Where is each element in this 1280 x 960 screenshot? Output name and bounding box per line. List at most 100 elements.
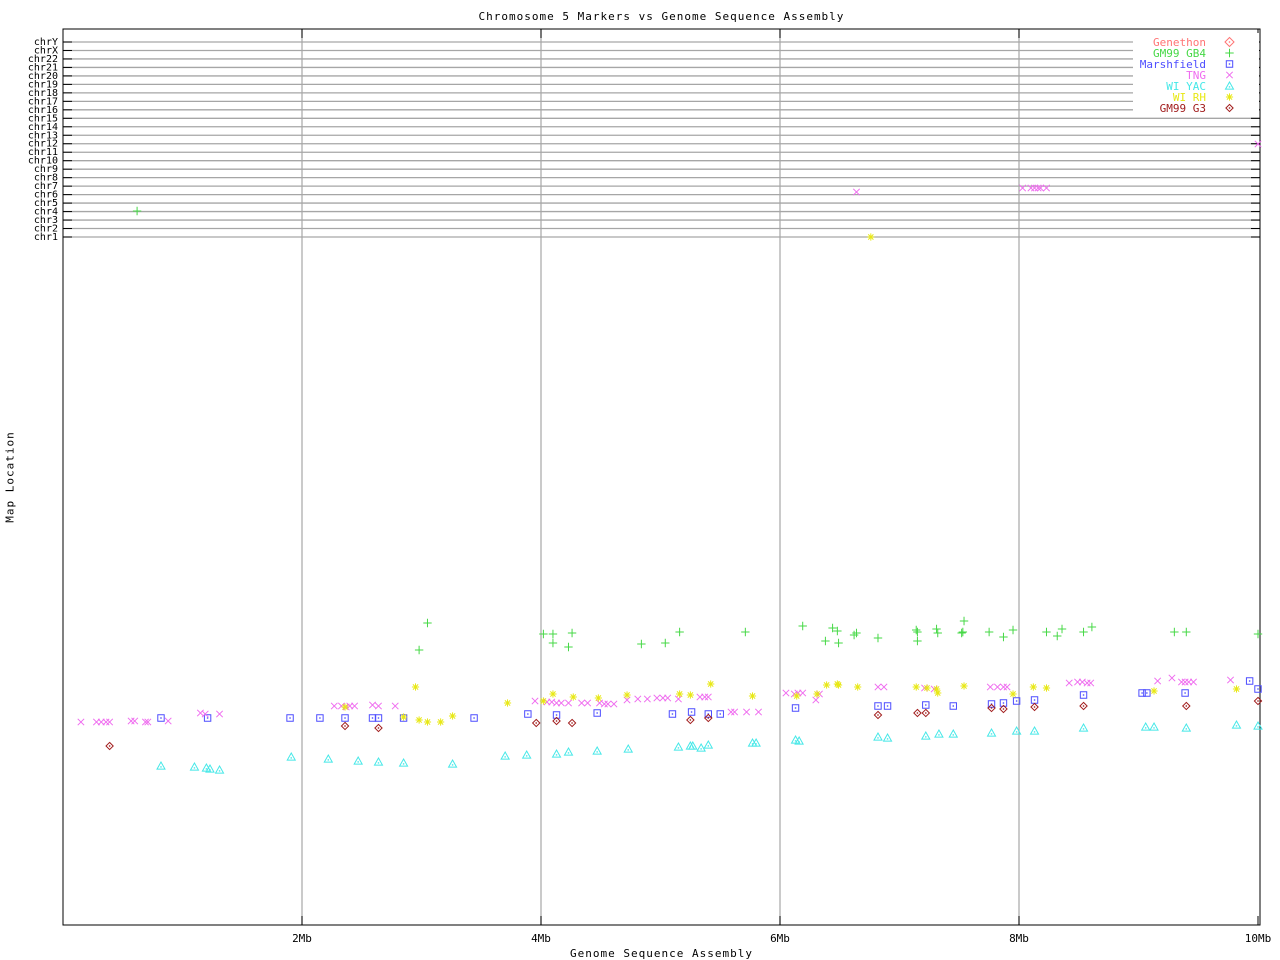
wi-yac-point [1011, 725, 1022, 735]
wi-yac-point [563, 746, 574, 756]
wi-rh-point [1029, 683, 1037, 691]
legend-label: GM99 G3 [1160, 102, 1206, 115]
gm99-gb4-point [414, 645, 424, 655]
wi-yac-point [696, 742, 706, 752]
tng-point [986, 683, 994, 691]
tng-point [77, 718, 85, 726]
wi-rh-point [686, 691, 694, 699]
wi-rh-point [399, 713, 408, 721]
wi-yac-point [703, 739, 714, 749]
marshfield-point [1079, 691, 1088, 699]
marshfield-point [791, 704, 800, 712]
wi-rh-point [823, 681, 831, 689]
y-tick-label: chr5 [34, 198, 58, 209]
y-tick-label: chr22 [28, 54, 58, 65]
tng-point [653, 694, 661, 702]
y-tick-label: chr20 [28, 71, 58, 82]
wi-rh-point [932, 685, 941, 693]
tng-point [330, 702, 338, 710]
gm99-g3-point [552, 716, 561, 726]
x-tick-label: 4Mb [531, 932, 551, 945]
marshfield-point-dot [344, 717, 346, 719]
wi-rh-point [539, 697, 547, 705]
wi-yac-point [521, 749, 532, 759]
marshfield-point-dot [1033, 699, 1036, 701]
wi-yac-point-dot [218, 770, 221, 772]
wi-yac-point-dot [1144, 727, 1147, 729]
marshfield-point-dot [1184, 692, 1186, 694]
wi-yac-point [214, 764, 225, 774]
marshfield-point [286, 714, 294, 722]
gm99-g3-point [686, 715, 695, 725]
wi-rh-point [834, 681, 843, 689]
wi-yac-point [1231, 719, 1242, 729]
marshfield-point-dot [1015, 700, 1018, 702]
gm99-g3-point-dot [1257, 700, 1259, 702]
wi-yac-point-dot [327, 759, 329, 761]
tng-point [1177, 678, 1186, 686]
wi-rh-point [813, 690, 821, 698]
legend-marker-dot [1228, 63, 1231, 65]
wi-rh-point [594, 694, 602, 702]
gm99-gb4-point [999, 632, 1008, 642]
legend-marker [1225, 60, 1234, 68]
marshfield-point [316, 714, 324, 722]
legend-marker [1224, 80, 1235, 90]
marshfield-point [552, 711, 561, 719]
gm99-gb4-point [741, 627, 750, 637]
wi-yac-point-dot [451, 764, 454, 766]
marshfield-point-dot [886, 705, 889, 707]
marshfield-point-dot [206, 717, 209, 719]
tng-point [727, 708, 735, 716]
gm99-g3-point-dot [1185, 705, 1187, 707]
y-tick-label: chr21 [28, 62, 58, 73]
marshfield-point-dot [719, 713, 721, 715]
tng-point [215, 710, 224, 718]
wi-yac-point-dot [886, 738, 889, 740]
tng-point [1154, 677, 1162, 685]
gm99-g3-point [1253, 696, 1263, 706]
wi-yac-point [986, 727, 997, 737]
y-tick-label: chr1 [34, 232, 58, 243]
wi-rh-point [448, 712, 457, 720]
gm99-g3-point-dot [707, 717, 709, 719]
tng-point [391, 702, 399, 710]
legend-marker [1225, 103, 1234, 113]
tng-point [701, 693, 709, 701]
tng-point [600, 700, 608, 708]
gm99-g3-point [1030, 702, 1039, 712]
x-axis-label: Genome Sequence Assembly [570, 947, 753, 960]
tng-point [106, 718, 114, 726]
wi-yac-point-dot [1153, 727, 1155, 729]
wi-yac-point-dot [290, 757, 292, 759]
wi-yac-point [205, 763, 215, 773]
gm99-g3-point-dot [1082, 705, 1085, 707]
gm99-gb4-point [828, 623, 837, 633]
tng-point [1226, 676, 1235, 684]
gm99-g3-point [703, 713, 713, 723]
gm99-gb4-point [1182, 627, 1191, 637]
wi-yac-point [1149, 721, 1159, 731]
marshfield-point [716, 710, 724, 718]
wi-rh-point [437, 718, 445, 726]
tng-point [351, 702, 359, 710]
gm99-g3-point [987, 703, 996, 713]
gm99-g3-point-dot [1002, 708, 1005, 710]
gm99-gb4-point [913, 627, 922, 637]
wi-rh-point [676, 690, 684, 698]
marshfield-point-dot [473, 717, 475, 719]
wi-yac-point [592, 745, 603, 755]
tng-point [731, 708, 739, 716]
y-tick-label: chr10 [28, 156, 58, 167]
marshfield-point [524, 710, 532, 718]
tng-point [374, 702, 383, 710]
tng-point [674, 695, 682, 703]
wi-yac-point [447, 758, 458, 768]
wi-rh-point [415, 716, 423, 724]
wi-yac-point [794, 735, 804, 745]
gm99-gb4-point [564, 642, 573, 652]
legend-box [1133, 33, 1259, 115]
tng-point [578, 699, 586, 707]
gm99-g3-point [1079, 701, 1088, 711]
